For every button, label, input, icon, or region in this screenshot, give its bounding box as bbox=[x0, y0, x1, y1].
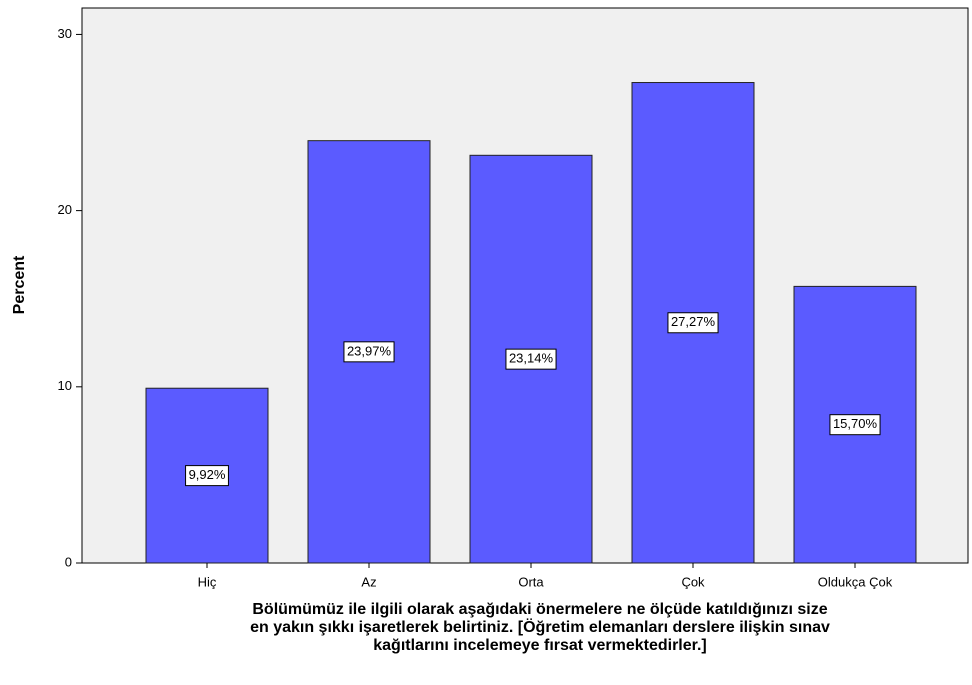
y-tick-label: 0 bbox=[65, 554, 72, 569]
value-label: 9,92% bbox=[189, 467, 226, 482]
value-label-box bbox=[343, 341, 395, 363]
value-label: 23,97% bbox=[347, 343, 392, 358]
y-tick-label: 20 bbox=[58, 202, 72, 217]
value-label-box bbox=[829, 414, 881, 436]
x-axis-title: Bölümümüz ile ilgili olarak aşağıdaki ön… bbox=[252, 601, 827, 618]
x-tick-label: Az bbox=[361, 574, 376, 589]
value-label-box bbox=[185, 465, 229, 487]
y-axis-title: Percent bbox=[11, 255, 28, 314]
x-tick-label: Oldukça Çok bbox=[818, 574, 893, 589]
value-label: 23,14% bbox=[509, 351, 554, 366]
value-label-box bbox=[667, 312, 719, 334]
x-axis-title: en yakın şıkkı işaretlerek belirtiniz. [… bbox=[250, 617, 830, 636]
value-label: 15,70% bbox=[833, 416, 878, 431]
x-tick-label: Çok bbox=[681, 574, 705, 589]
x-tick-label: Orta bbox=[518, 574, 544, 589]
value-label: 27,27% bbox=[671, 314, 716, 329]
x-tick-label: Hiç bbox=[198, 574, 217, 589]
y-tick-label: 10 bbox=[58, 378, 72, 393]
value-label-box bbox=[505, 348, 557, 370]
x-axis-title: kağıtlarını incelemeye fırsat vermektedi… bbox=[373, 637, 707, 654]
y-tick-label: 30 bbox=[58, 26, 72, 41]
